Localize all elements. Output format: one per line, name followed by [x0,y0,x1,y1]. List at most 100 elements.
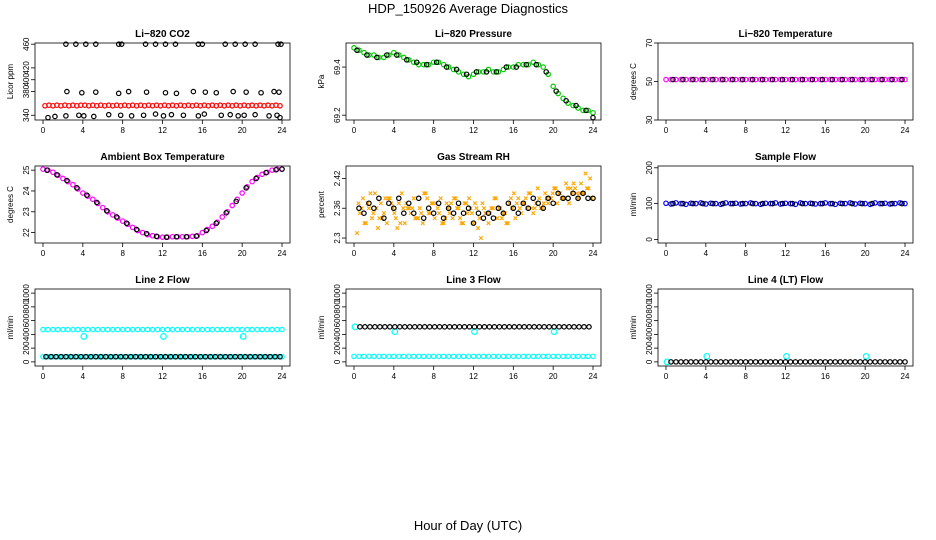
y-axis-label: ml/min [629,193,638,217]
data-point [555,190,561,197]
data-point [460,210,467,216]
x-tick-label: 8 [120,249,125,258]
data-point [712,359,719,365]
data-point [772,200,779,206]
data-point [502,211,508,216]
data-point [457,215,463,221]
data-point [832,359,839,365]
data-point [430,210,437,216]
data-point [410,210,417,216]
data-point [244,326,250,333]
data-point [673,359,679,365]
y-tick-label: 400 [22,73,31,87]
x-tick-label: 4 [392,372,397,381]
data-point [463,201,469,206]
data-point [508,196,514,201]
data-point [50,326,56,333]
data-point [133,226,140,233]
data-point [779,200,786,207]
data-point [253,175,259,182]
data-point [242,41,248,47]
data-point [264,326,270,333]
y-axis-label: degrees C [6,186,15,223]
data-point [360,196,366,201]
data-point [849,200,856,207]
data-point [585,195,591,202]
data-point [431,324,438,330]
data-point [759,76,766,83]
data-point [859,76,865,83]
data-point [521,324,528,330]
data-point [501,324,508,330]
data-point [510,64,517,70]
data-point [453,66,460,73]
x-tick-label: 8 [120,372,125,381]
data-point [550,200,556,207]
x-tick-label: 24 [901,126,910,135]
data-point [732,200,739,207]
data-point [440,215,447,221]
data-point [490,353,497,360]
data-point [581,324,587,330]
data-point [528,191,533,196]
data-point [94,326,101,333]
data-point [473,69,480,75]
data-point [277,102,283,109]
data-point [139,326,146,333]
data-point [517,206,522,211]
x-axis-title: Hour of Day (UTC) [413,518,523,533]
data-point [413,59,420,66]
data-point [143,230,150,237]
data-point [230,88,237,95]
data-point [902,200,908,207]
data-point [446,324,453,330]
x-tick-label: 16 [509,126,518,135]
data-point [703,201,709,207]
x-tick-label: 24 [278,372,287,381]
data-point [839,200,846,207]
data-point [367,324,373,330]
data-point [142,41,149,47]
data-point [693,200,699,207]
series-temperature-avg [670,76,905,83]
data-point [480,69,487,75]
data-point [503,64,510,70]
data-point [89,326,96,333]
data-point [454,206,460,211]
data-point [565,195,571,202]
data-point [710,76,716,83]
data-point [762,359,769,365]
data-point [739,76,746,83]
data-point [690,76,696,83]
x-tick-label: 24 [278,249,287,258]
data-point [481,324,488,330]
data-point [73,41,79,47]
data-point [371,205,377,212]
data-point [752,359,759,365]
data-point [772,359,779,365]
data-point [372,191,378,196]
data-point [892,200,898,207]
data-point [371,353,377,360]
data-point [430,353,437,360]
data-point [403,57,410,63]
data-point [435,200,442,207]
data-point [104,208,111,215]
data-point [60,326,66,333]
data-point [879,200,885,207]
data-point [387,196,393,201]
data-point [244,184,250,190]
data-point [189,326,196,333]
data-point [199,41,206,47]
panel-title: Line 3 Flow [446,275,501,286]
x-tick-label: 0 [664,249,669,258]
data-point [450,66,457,73]
x-tick-label: 24 [901,372,910,381]
data-point [276,89,282,95]
data-point [700,200,706,207]
data-point [356,201,361,206]
data-point [742,200,749,207]
y-axis-label: Licor ppm [6,64,15,99]
data-point [832,201,839,208]
data-point [476,324,483,330]
